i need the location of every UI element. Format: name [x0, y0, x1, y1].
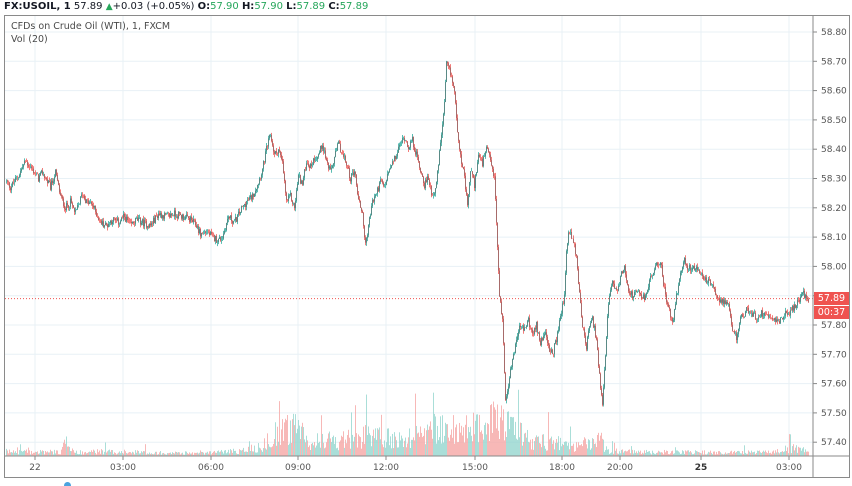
price-tick-label: 58.10: [821, 233, 847, 243]
last-price-tag: 57.89: [814, 292, 849, 305]
time-tick-label: 15:00: [462, 463, 488, 473]
grid-lines: [5, 16, 813, 456]
price-change: +0.03 (+0.05%): [112, 1, 195, 12]
price-tick-label: 58.00: [821, 262, 847, 272]
close-value: 57.89: [339, 1, 369, 12]
scroll-indicator-icon[interactable]: [64, 482, 71, 486]
price-tick-label: 57.50: [821, 409, 847, 419]
up-arrow-icon: ▲: [105, 2, 113, 12]
price-tick-label: 57.60: [821, 380, 847, 390]
high-value: 57.90: [254, 1, 283, 12]
time-tick-label: 12:00: [373, 463, 399, 473]
time-tick-label: 03:00: [776, 463, 802, 473]
close-label: C:: [328, 1, 340, 12]
price-tick-label: 57.70: [821, 350, 847, 360]
time-tick-label: 09:00: [285, 463, 311, 473]
open-value: 57.90: [210, 1, 239, 12]
volume-bars: [6, 389, 809, 456]
time-axis[interactable]: 22 03:00 06:00 09:00 12:00 15:00 18:00 20:00 25 0…: [5, 455, 850, 473]
low-value: 57.89: [296, 1, 326, 12]
chart-frame: [4, 15, 850, 478]
candlesticks: [6, 60, 809, 407]
volume-study-title[interactable]: Vol (20): [11, 34, 48, 45]
high-label: H:: [241, 1, 255, 12]
time-tick-label: 25: [695, 463, 708, 473]
price-tick-label: 57.80: [821, 321, 847, 331]
bar-countdown-tag: 00:37: [814, 306, 849, 319]
last-price: 57.89: [73, 1, 103, 12]
time-tick-label: 20:00: [607, 463, 633, 473]
price-tick-label: 58.40: [821, 145, 847, 155]
symbol-name: FX:USOIL, 1: [4, 1, 71, 12]
price-tick-label: 57.40: [821, 438, 847, 448]
open-label: O:: [197, 1, 211, 12]
time-tick-label: 22: [29, 463, 40, 473]
time-tick-label: 03:00: [110, 463, 136, 473]
price-tick-label: 58.30: [821, 175, 847, 185]
time-tick-label: 06:00: [198, 463, 224, 473]
symbol-legend: FX:USOIL, 1 57.89 ▲+0.03 (+0.05%) O:57.9…: [4, 0, 368, 14]
low-label: L:: [286, 1, 297, 12]
price-tick-label: 58.20: [821, 204, 847, 214]
time-tick-label: 18:00: [549, 463, 575, 473]
price-tick-label: 58.70: [821, 57, 847, 67]
price-tick-label: 58.50: [821, 116, 847, 126]
main-series-title[interactable]: CFDs on Crude Oil (WTI), 1, FXCM: [11, 21, 171, 32]
price-tick-label: 58.60: [821, 87, 847, 97]
price-tick-label: 58.80: [821, 28, 847, 38]
